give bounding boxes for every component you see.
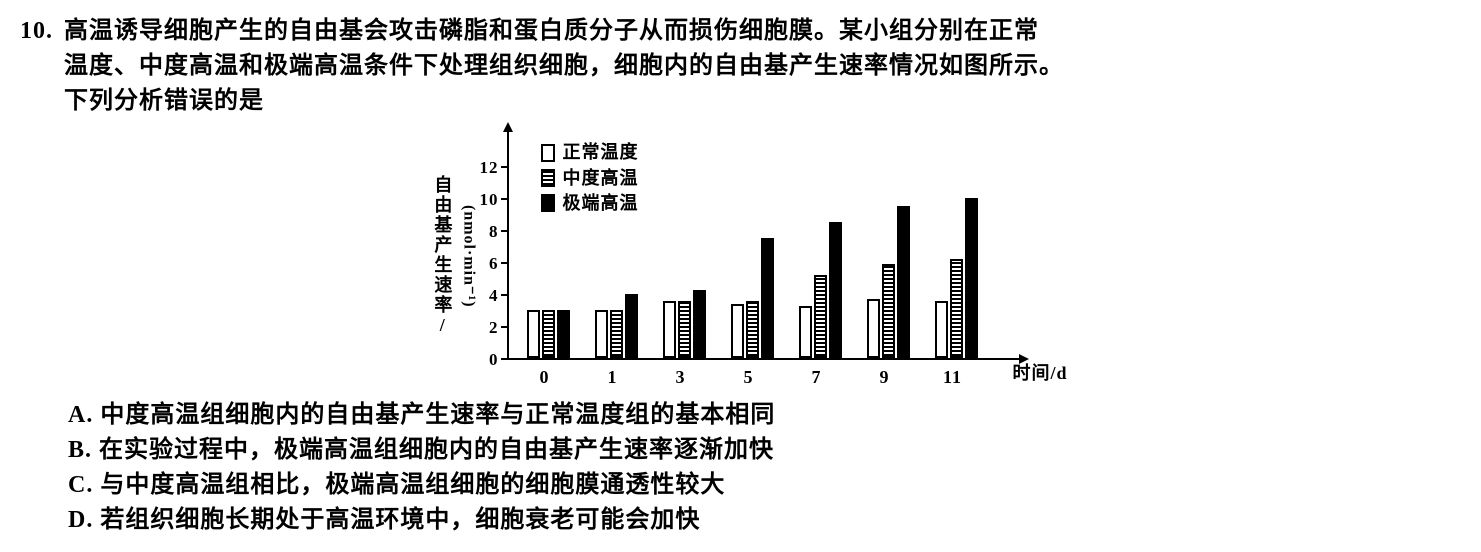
- y-axis-label: 自由基产生速率/: [429, 175, 455, 337]
- x-tick-label: 3: [651, 364, 711, 390]
- y-tick-label: 0: [471, 348, 499, 373]
- bar: [897, 206, 910, 358]
- question-block: 10. 高温诱导细胞产生的自由基会攻击磷脂和蛋白质分子从而损伤细胞膜。某小组分别…: [0, 0, 1481, 548]
- bar-group: [527, 310, 570, 358]
- y-tick: [501, 166, 507, 168]
- question-number: 10.: [20, 14, 64, 49]
- bar: [625, 294, 638, 358]
- y-tick-label: 10: [471, 188, 499, 213]
- y-tick: [501, 230, 507, 232]
- legend-label-normal: 正常温度: [563, 140, 639, 165]
- chart-row: 自由基产生速率/ (nmol·min⁻¹) 024681012 01357911…: [20, 124, 1461, 394]
- stem-line-2: 温度、中度高温和极端高温条件下处理组织细胞，细胞内的自由基产生速率情况如图所示。: [64, 53, 1064, 79]
- bar: [610, 310, 623, 358]
- x-axis-title: 时间/d: [1013, 360, 1068, 386]
- legend-item-normal: 正常温度: [541, 140, 639, 165]
- y-tick-label: 4: [471, 284, 499, 309]
- x-tick-label: 1: [583, 364, 643, 390]
- bar: [882, 264, 895, 358]
- x-tick-label: 11: [923, 364, 983, 390]
- y-tick: [501, 294, 507, 296]
- bar: [965, 198, 978, 358]
- legend-label-moderate: 中度高温: [563, 166, 639, 191]
- bar-group: [663, 290, 706, 359]
- bar-group: [731, 238, 774, 358]
- bar: [678, 301, 691, 359]
- bar: [527, 310, 540, 358]
- x-tick-label: 9: [855, 364, 915, 390]
- legend-item-extreme: 极端高温: [541, 191, 639, 216]
- y-tick-label: 8: [471, 220, 499, 245]
- x-tick-label: 7: [787, 364, 847, 390]
- x-tick-label: 0: [515, 364, 575, 390]
- stem-line-3: 下列分析错误的是: [64, 88, 264, 114]
- bar: [595, 310, 608, 358]
- option-d: D. 若组织细胞长期处于高温环境中，细胞衰老可能会加快: [68, 503, 1461, 538]
- legend-swatch-hatch-icon: [541, 169, 555, 187]
- answer-options: A. 中度高温组细胞内的自由基产生速率与正常温度组的基本相同 B. 在实验过程中…: [20, 398, 1461, 537]
- legend-swatch-open-icon: [541, 144, 555, 162]
- bar: [746, 301, 759, 359]
- y-tick: [501, 262, 507, 264]
- bar: [935, 301, 948, 359]
- bar-group: [867, 206, 910, 358]
- y-tick-label: 12: [471, 156, 499, 181]
- y-tick: [501, 198, 507, 200]
- option-a: A. 中度高温组细胞内的自由基产生速率与正常温度组的基本相同: [68, 398, 1461, 433]
- bar-group: [595, 294, 638, 358]
- x-tick-label: 5: [719, 364, 779, 390]
- y-tick: [501, 358, 507, 360]
- legend-swatch-solid-icon: [541, 194, 555, 212]
- bar: [693, 290, 706, 359]
- chart-legend: 正常温度 中度高温 极端高温: [541, 140, 639, 216]
- option-b: B. 在实验过程中，极端高温组细胞内的自由基产生速率逐渐加快: [68, 433, 1461, 468]
- option-c: C. 与中度高温组相比，极端高温组细胞的细胞膜通透性较大: [68, 468, 1461, 503]
- stem-line-1: 高温诱导细胞产生的自由基会攻击磷脂和蛋白质分子从而损伤细胞膜。某小组分别在正常: [64, 18, 1039, 44]
- bar-group: [935, 198, 978, 358]
- bar-chart: 自由基产生速率/ (nmol·min⁻¹) 024681012 01357911…: [411, 124, 1071, 394]
- y-tick-label: 6: [471, 252, 499, 277]
- bar: [799, 306, 812, 359]
- bar: [814, 275, 827, 358]
- bar: [950, 259, 963, 358]
- legend-label-extreme: 极端高温: [563, 191, 639, 216]
- bar: [867, 299, 880, 358]
- y-tick-label: 2: [471, 316, 499, 341]
- question-stem-text: 高温诱导细胞产生的自由基会攻击磷脂和蛋白质分子从而损伤细胞膜。某小组分别在正常 …: [64, 14, 1461, 118]
- question-stem: 10. 高温诱导细胞产生的自由基会攻击磷脂和蛋白质分子从而损伤细胞膜。某小组分别…: [20, 14, 1461, 118]
- bar: [557, 310, 570, 358]
- y-axis: [507, 132, 509, 360]
- bar: [761, 238, 774, 358]
- legend-item-moderate: 中度高温: [541, 166, 639, 191]
- bar: [663, 301, 676, 359]
- y-tick: [501, 326, 507, 328]
- bar: [542, 310, 555, 358]
- bar: [829, 222, 842, 358]
- x-axis: [507, 358, 1019, 360]
- bar: [731, 304, 744, 358]
- bar-group: [799, 222, 842, 358]
